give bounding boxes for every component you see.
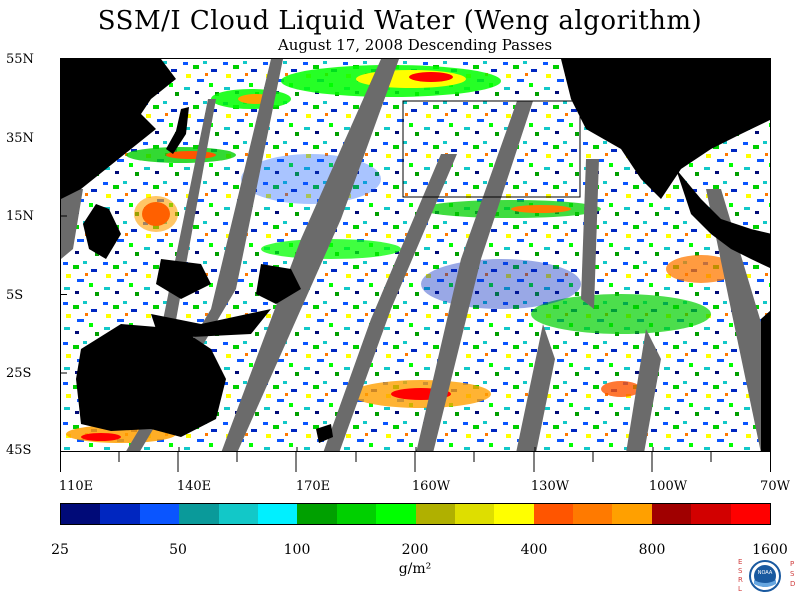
lon-label-170e: 170E (295, 479, 331, 494)
colorbar-label-400: 400 (520, 542, 548, 558)
lat-label-5s: 5S (6, 288, 24, 303)
cloud-liquid-water-map (60, 58, 771, 452)
lon-label-140e: 140E (176, 479, 212, 494)
lon-label-160w: 160W (411, 479, 451, 494)
lon-label-70w: 70W (760, 479, 790, 494)
colorbar-label-800: 800 (638, 542, 666, 558)
colorbar-swatch-16 (691, 504, 731, 524)
lat-label-55n: 55N (6, 52, 34, 67)
lat-label-35n: 35N (6, 131, 34, 146)
map-subtitle: August 17, 2008 Descending Passes (277, 36, 553, 54)
colorbar-label-50: 50 (169, 542, 187, 558)
lon-ticks (60, 452, 771, 472)
svg-text:NOAA: NOAA (758, 570, 773, 576)
lon-label-110e: 110E (58, 479, 94, 494)
colorbar-label-100: 100 (283, 542, 311, 558)
colorbar-swatch-9 (415, 504, 455, 524)
colorbar-swatch-3 (179, 504, 219, 524)
colorbar-swatch-0 (61, 504, 101, 524)
colorbar-swatch-2 (139, 504, 180, 524)
colorbar-swatch-10 (454, 504, 495, 524)
colorbar-swatch-14 (612, 504, 652, 524)
lat-label-15n: 15N (6, 209, 34, 224)
colorbar-swatch-11 (494, 504, 534, 524)
colorbar-swatch-8 (376, 504, 416, 524)
lon-label-100w: 100W (648, 479, 688, 494)
no-data-swaths (61, 59, 770, 451)
colorbar-swatch-5 (257, 504, 298, 524)
colorbar-swatch-4 (218, 504, 258, 524)
colorbar-swatch-12 (533, 504, 574, 524)
map-canvas (61, 59, 770, 451)
colorbar-units: g/m² (398, 561, 432, 577)
colorbar-swatch-17 (730, 504, 771, 524)
map-ticks (61, 137, 654, 451)
lat-label-25s: 25S (6, 366, 32, 381)
lon-label-130w: 130W (530, 479, 570, 494)
map-title: SSM/I Cloud Liquid Water (Weng algorithm… (97, 6, 703, 36)
land-masses (61, 59, 770, 451)
lat-label-45s: 45S (6, 443, 32, 458)
colorbar-swatch-15 (651, 504, 692, 524)
colorbar-label-200: 200 (401, 542, 429, 558)
colorbar-label-1600: 1600 (752, 542, 788, 558)
colorbar-label-25: 25 (51, 542, 69, 558)
colorbar-swatch-7 (336, 504, 377, 524)
colorbar (60, 503, 771, 525)
colorbar-swatch-6 (297, 504, 337, 524)
colorbar-swatch-13 (573, 504, 613, 524)
region-outline-box (402, 100, 581, 198)
colorbar-swatch-1 (100, 504, 140, 524)
